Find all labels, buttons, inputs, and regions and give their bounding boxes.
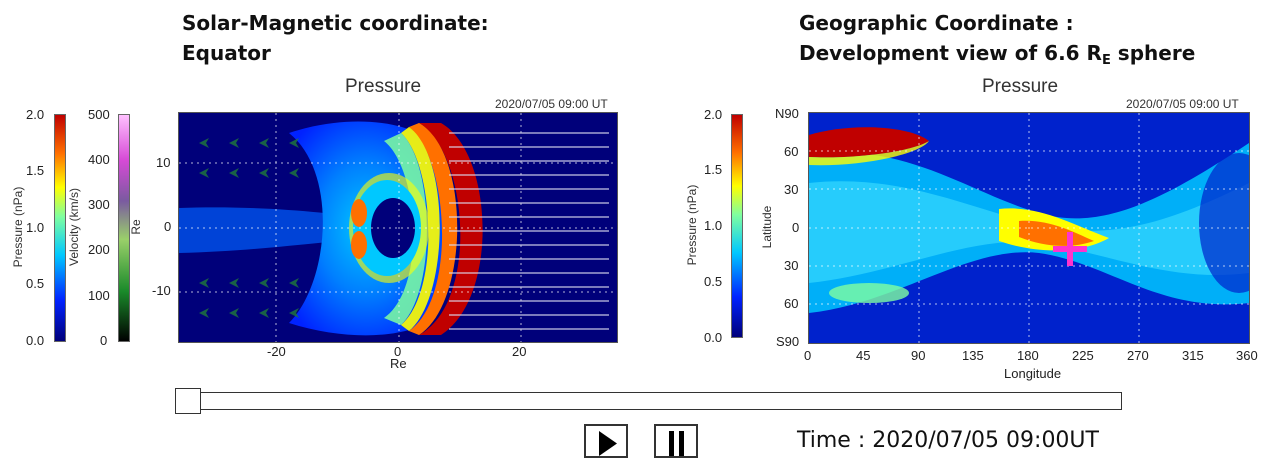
left-pressure-tick: 0.5 xyxy=(26,276,45,291)
right-y-axis-label: Latitude xyxy=(760,205,774,249)
time-slider-thumb[interactable] xyxy=(175,388,201,414)
right-pressure-label: Pressure (nPa) xyxy=(685,184,699,266)
velocity-label: Velocity (km/s) xyxy=(67,188,81,267)
right-x-tick: 180 xyxy=(1017,348,1039,363)
right-pressure-plot xyxy=(808,112,1250,344)
left-x-tick: 0 xyxy=(394,344,402,359)
right-x-tick: 225 xyxy=(1072,348,1094,363)
right-x-tick: 0 xyxy=(804,348,812,363)
left-pressure-tick: 0.0 xyxy=(26,333,45,348)
right-heading: Geographic Coordinate : Development view… xyxy=(799,8,1195,76)
right-heading-line2-text: Development view of 6.6 R xyxy=(799,41,1102,65)
velocity-colorbar xyxy=(118,114,130,342)
right-y-tick: 60 xyxy=(784,296,799,311)
right-pressure-colorbar xyxy=(731,114,743,338)
right-y-tick: 30 xyxy=(784,182,799,197)
velocity-tick: 100 xyxy=(88,288,110,303)
right-y-tick: 30 xyxy=(784,258,799,273)
pause-icon xyxy=(669,431,684,456)
right-y-tick: N90 xyxy=(775,106,799,121)
velocity-tick: 400 xyxy=(88,152,110,167)
left-pressure-tick: 1.5 xyxy=(26,163,45,178)
play-icon xyxy=(599,431,617,456)
right-heading-line2-post: sphere xyxy=(1110,41,1196,65)
right-plot-timestamp: 2020/07/05 09:00 UT xyxy=(1126,97,1239,111)
left-pressure-label: Pressure (nPa) xyxy=(11,186,25,268)
left-pressure-tick: 2.0 xyxy=(26,107,45,122)
right-pressure-tick: 0.0 xyxy=(704,330,723,345)
right-heading-subscript: E xyxy=(1101,53,1111,68)
left-y-tick: -10 xyxy=(152,283,171,298)
velocity-tick: 300 xyxy=(88,197,110,212)
play-button[interactable] xyxy=(584,424,628,458)
velocity-tick: 500 xyxy=(88,107,110,122)
left-y-tick: 10 xyxy=(156,155,171,170)
time-slider-track[interactable] xyxy=(177,392,1122,410)
pause-button[interactable] xyxy=(654,424,698,458)
right-heading-line2: Development view of 6.6 RE sphere xyxy=(799,38,1195,76)
right-pressure-tick: 1.0 xyxy=(704,218,723,233)
right-x-axis-label: Longitude xyxy=(1004,366,1062,381)
right-x-tick: 135 xyxy=(962,348,984,363)
right-heading-line1: Geographic Coordinate : xyxy=(799,11,1074,35)
right-y-tick: S90 xyxy=(776,334,800,349)
left-x-tick: 20 xyxy=(512,344,527,359)
right-y-tick: 60 xyxy=(784,144,799,159)
time-readout: Time : 2020/07/05 09:00UT xyxy=(797,428,1099,453)
right-pressure-tick: 0.5 xyxy=(704,274,723,289)
left-pressure-map xyxy=(179,113,617,342)
right-x-tick: 270 xyxy=(1127,348,1149,363)
left-heading-line1: Solar-Magnetic coordinate: xyxy=(182,11,489,35)
left-y-tick: 0 xyxy=(164,219,172,234)
left-x-axis-label: Re xyxy=(390,356,407,371)
location-marker xyxy=(1053,232,1087,266)
right-y-tick: 0 xyxy=(792,220,800,235)
right-x-tick: 90 xyxy=(911,348,926,363)
right-x-tick: 360 xyxy=(1236,348,1258,363)
left-x-tick: -20 xyxy=(267,344,286,359)
left-heading-line2: Equator xyxy=(182,41,271,65)
left-y-axis-label: Re xyxy=(129,219,143,235)
left-heading: Solar-Magnetic coordinate: Equator xyxy=(182,8,489,68)
right-x-tick: 315 xyxy=(1182,348,1204,363)
right-pressure-map xyxy=(809,113,1249,343)
left-pressure-tick: 1.0 xyxy=(26,220,45,235)
right-pressure-tick: 1.5 xyxy=(704,162,723,177)
right-x-tick: 45 xyxy=(856,348,871,363)
right-plot-title: Pressure xyxy=(982,76,1059,97)
left-pressure-plot xyxy=(178,112,618,343)
velocity-tick: 200 xyxy=(88,242,110,257)
right-pressure-tick: 2.0 xyxy=(704,107,723,122)
left-pressure-colorbar xyxy=(54,114,66,342)
velocity-tick: 0 xyxy=(100,333,108,348)
left-plot-title: Pressure xyxy=(345,76,422,97)
left-plot-timestamp: 2020/07/05 09:00 UT xyxy=(495,97,608,111)
